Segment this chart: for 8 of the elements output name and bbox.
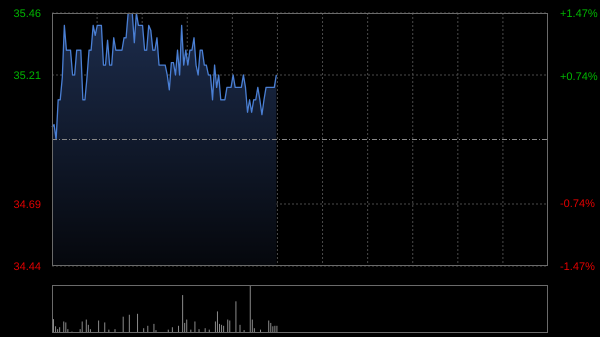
y2-tick-label: -1.47% bbox=[560, 261, 596, 273]
y-tick-label: 34.44 bbox=[13, 261, 41, 273]
y-tick-label: 35.21 bbox=[13, 70, 41, 82]
y2-tick-label: +1.47% bbox=[560, 8, 598, 20]
y2-tick-label: -0.74% bbox=[560, 198, 596, 210]
y-tick-label: 35.46 bbox=[13, 8, 41, 20]
y-tick-label: 34.69 bbox=[13, 198, 41, 211]
y2-tick-label: +0.74% bbox=[560, 70, 598, 83]
